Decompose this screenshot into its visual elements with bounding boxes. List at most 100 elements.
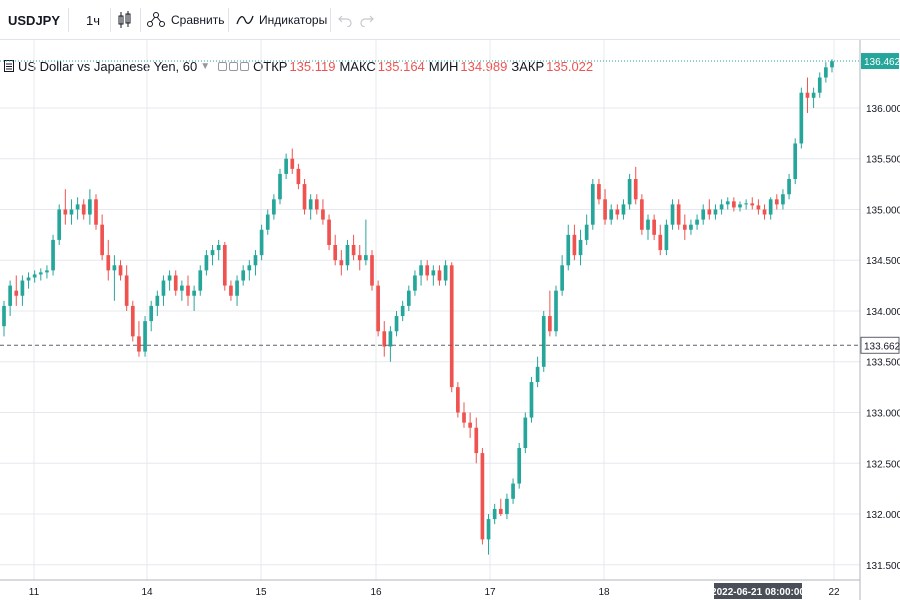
candle-body [474, 427, 479, 454]
top-toolbar: USDJPY 1ч Сравнить Индикаторы [0, 0, 900, 40]
candle-body [284, 158, 288, 174]
candle-body [118, 265, 123, 276]
candle-body [259, 229, 264, 256]
candle-body [364, 255, 368, 261]
candle-body [732, 201, 736, 208]
candle-body [308, 199, 313, 210]
candle-body [321, 209, 325, 220]
candle-body [38, 272, 43, 275]
y-tick-label: 134.000 [866, 307, 900, 318]
legend-title[interactable]: US Dollar vs Japanese Yen, 60 [18, 58, 198, 74]
candle-body [8, 285, 12, 306]
compare-icon [147, 12, 165, 27]
candle-body [137, 336, 141, 352]
toolbar-divider [228, 8, 229, 32]
candle-body [272, 199, 276, 215]
settings-icon[interactable] [229, 61, 239, 71]
candle-body [676, 204, 681, 225]
candle-body [609, 209, 614, 220]
candle-body [247, 265, 252, 271]
candle-body [161, 280, 166, 296]
candle-body [830, 61, 834, 68]
compare-button[interactable]: Сравнить [146, 0, 224, 40]
candle-body [173, 275, 178, 291]
interval-button[interactable]: 1ч [86, 12, 101, 28]
toolbar-divider [68, 8, 69, 32]
chevron-down-icon[interactable]: ▼ [200, 60, 211, 72]
candle-body [302, 184, 307, 210]
candle-body [529, 382, 534, 418]
y-tick-label: 133.500 [866, 358, 900, 369]
price-chart[interactable]: 131.500 132.000 132.500 133.000 133.500 134.0… [0, 40, 900, 600]
candle-body [14, 290, 19, 296]
candle-body [517, 448, 522, 484]
candle-body [229, 285, 233, 296]
last-price-label: 136.462 [864, 57, 900, 68]
candle-body [222, 244, 227, 286]
candle-body [768, 199, 773, 215]
close-icon[interactable] [240, 61, 250, 71]
x-tick-label: 16 [370, 587, 382, 598]
menu-icon[interactable] [4, 60, 14, 72]
eye-icon[interactable] [218, 61, 228, 71]
candle-body [627, 179, 632, 205]
candle-body [682, 224, 687, 230]
close-label: ЗАКР [511, 58, 545, 74]
candle-body [155, 295, 160, 306]
candle-body [130, 305, 135, 337]
y-tick-label: 135.000 [866, 205, 900, 216]
candle-body [290, 158, 295, 169]
y-tick-label: 132.000 [866, 510, 900, 521]
indicators-button[interactable]: Индикаторы [236, 0, 327, 40]
candle-body [486, 519, 491, 540]
candle-body [241, 270, 246, 281]
candle-body [112, 265, 117, 271]
candle-body [32, 274, 37, 278]
candle-body [597, 184, 601, 200]
candle-body [88, 199, 92, 215]
candle-body [278, 173, 282, 200]
candle-body [345, 244, 350, 266]
symbol-button[interactable]: USDJPY [8, 12, 61, 28]
candle-body [670, 204, 675, 225]
candle-body [541, 316, 546, 367]
candle-body [357, 255, 362, 261]
candle-body [535, 366, 540, 383]
candle-body [523, 417, 528, 449]
candle-body [406, 290, 411, 306]
candle-body [633, 179, 638, 200]
candle-body [817, 77, 822, 93]
candle-body [456, 387, 460, 413]
candle-body [713, 209, 718, 215]
low-label: МИН [428, 58, 459, 74]
candle-body [75, 204, 80, 210]
candle-body [468, 422, 472, 428]
candle-body [664, 224, 669, 251]
horizontal-line-price-label-box [860, 336, 900, 354]
candle-body [400, 305, 405, 317]
candle-body [603, 199, 607, 220]
candle-body [590, 184, 595, 225]
candle-body [584, 224, 589, 240]
undo-button[interactable] [338, 0, 352, 40]
redo-icon [360, 15, 374, 27]
candle-body [738, 204, 742, 208]
candle-body [511, 483, 515, 499]
candle-body [805, 92, 810, 98]
candle-body [615, 209, 620, 215]
candle-body [216, 244, 221, 251]
candle-body [449, 265, 454, 388]
candle-body [198, 270, 203, 291]
candle-body [492, 508, 497, 520]
candle-body [658, 234, 663, 251]
y-tick-label: 131.500 [866, 561, 900, 572]
y-tick-label: 136.000 [866, 104, 900, 115]
redo-button[interactable] [360, 0, 374, 40]
undo-icon [338, 15, 352, 27]
candle-body [351, 244, 356, 256]
chart-type-button[interactable] [117, 0, 133, 40]
high-value: 135.164 [377, 58, 425, 74]
toolbar-divider [330, 8, 331, 32]
crosshair-time-label: 2022-06-21 08:00:00 [711, 587, 805, 598]
candle-body [811, 92, 816, 98]
